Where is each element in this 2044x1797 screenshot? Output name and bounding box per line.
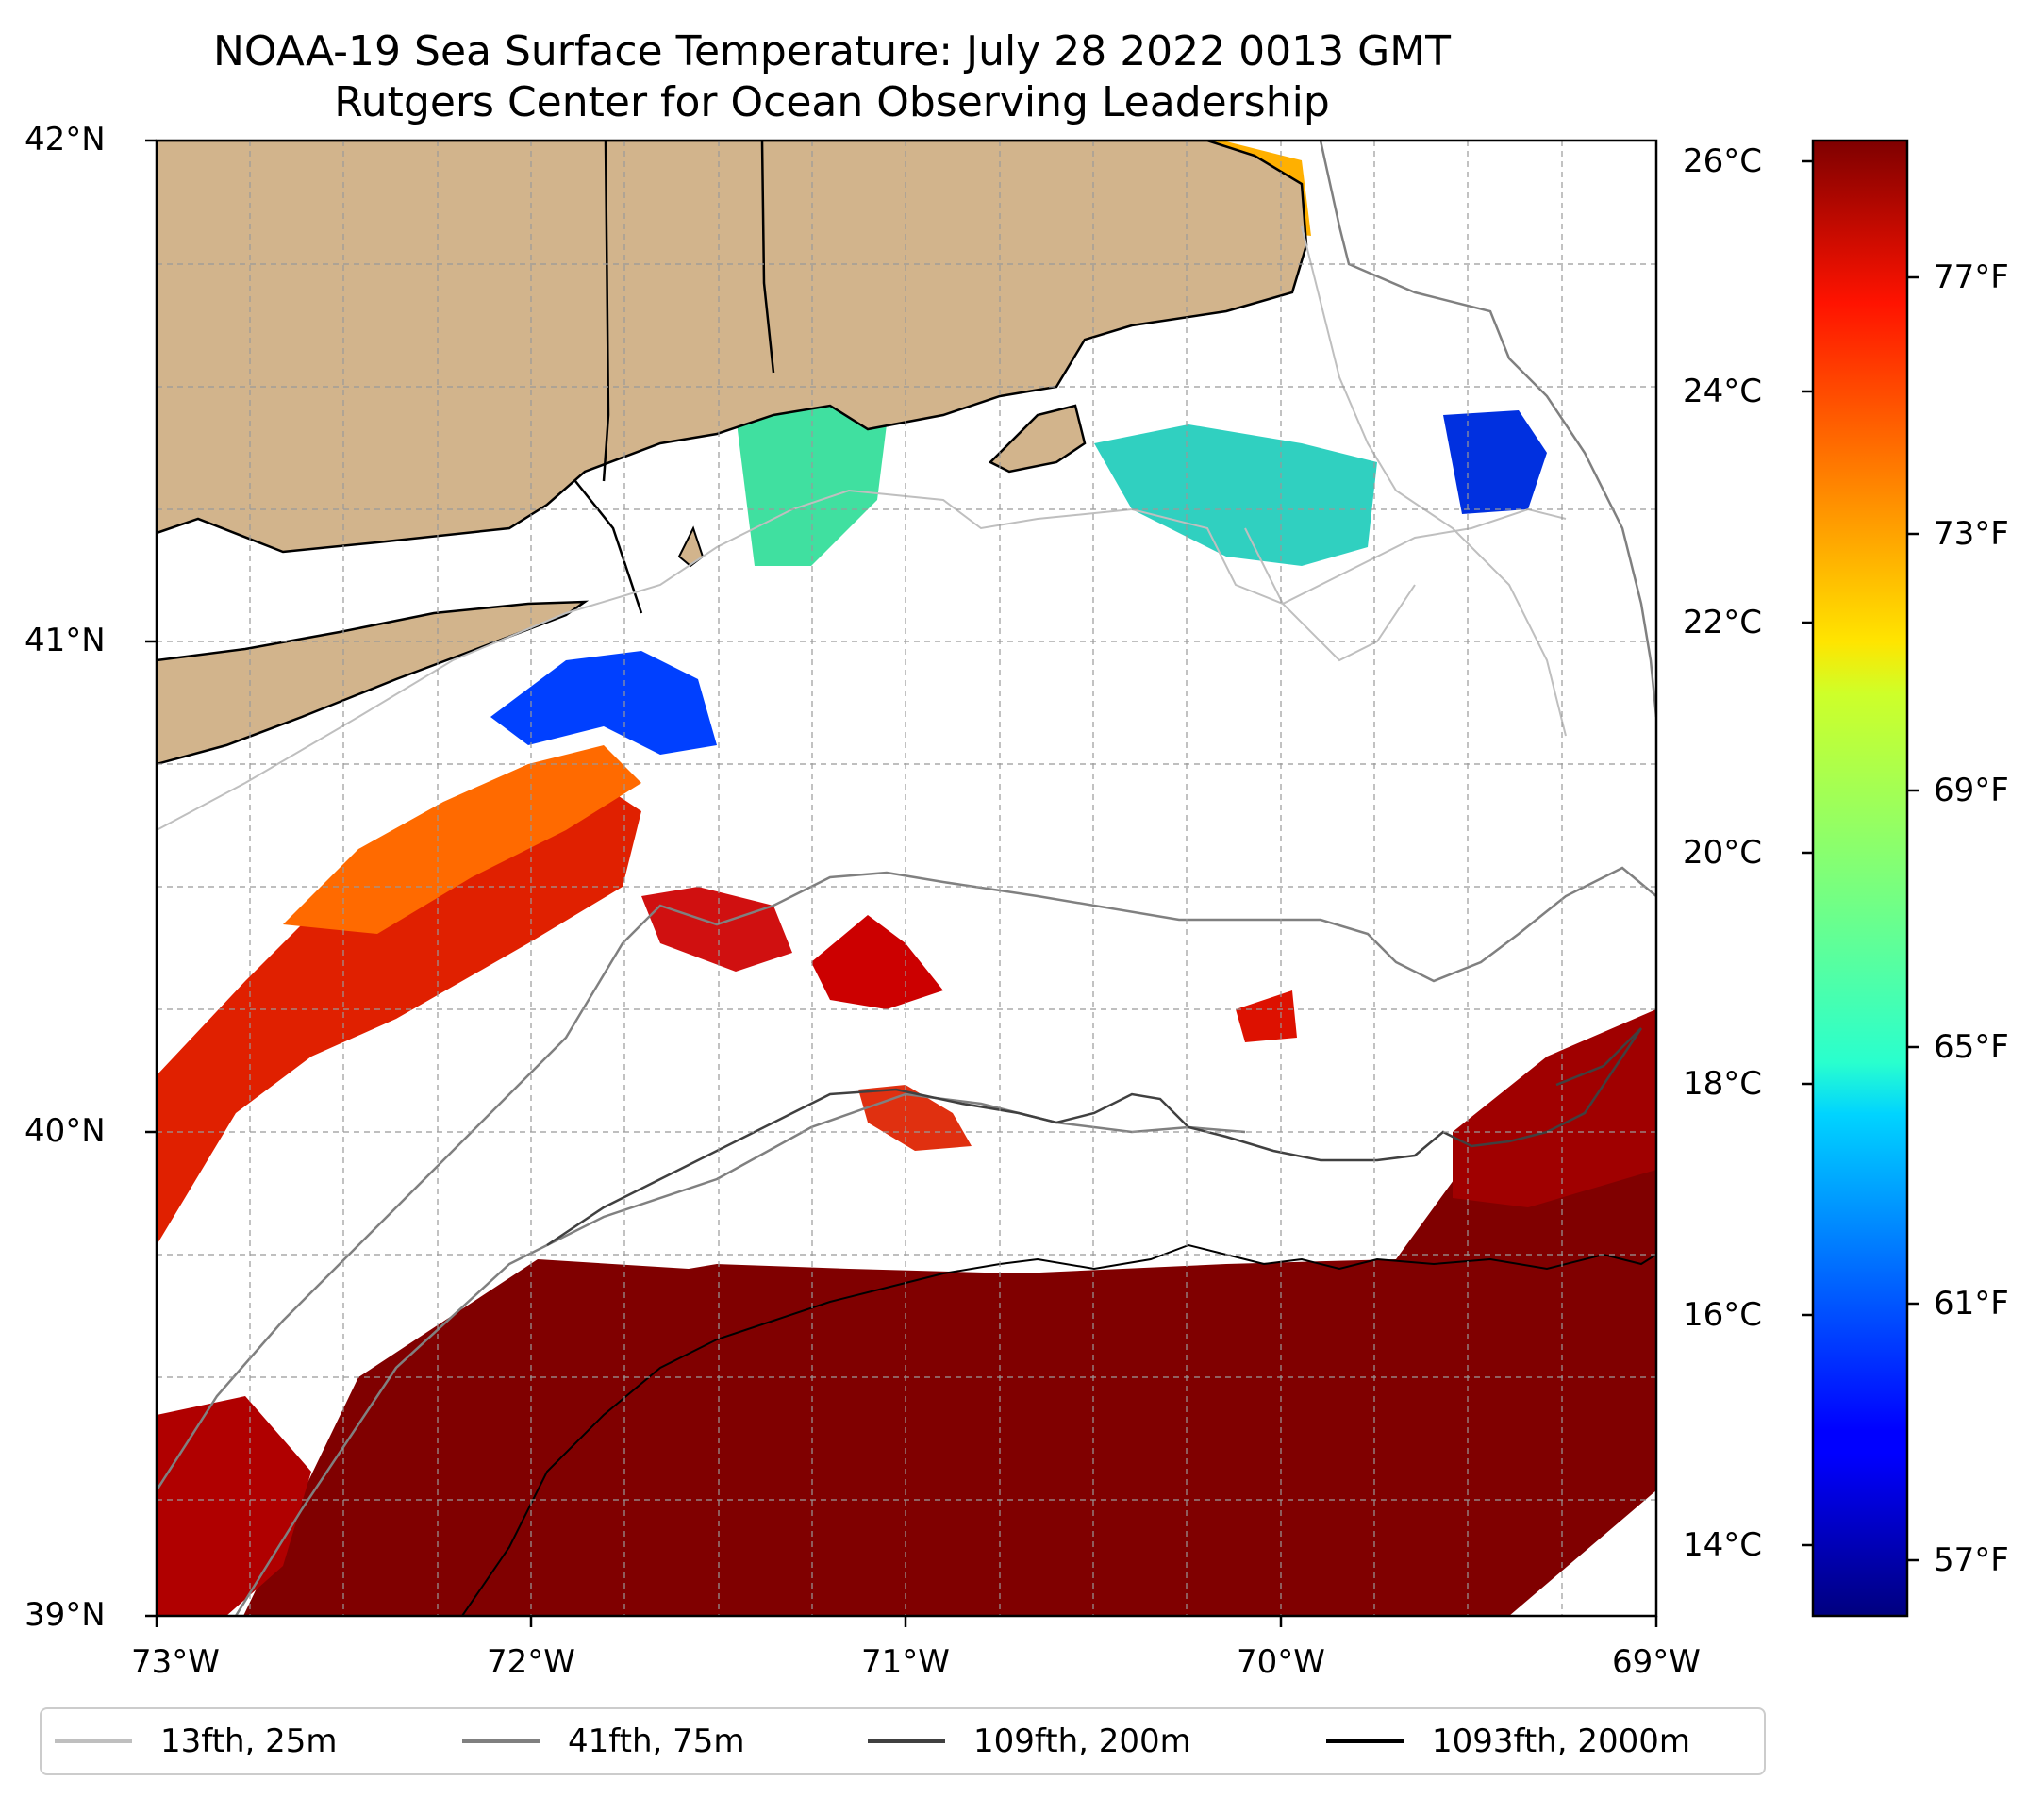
land-marthas-vineyard <box>988 404 1087 474</box>
map-gridlines <box>157 141 1656 1616</box>
legend-swatch <box>462 1739 540 1743</box>
colorbar-celsius-label: 24°C <box>1683 373 1763 410</box>
bathymetry-contours <box>157 141 1656 1616</box>
lat-tick-label: 40°N <box>25 1112 106 1150</box>
sst-warm-southeast <box>1453 1009 1656 1207</box>
sst-green-patch-nantucket <box>1094 424 1377 566</box>
legend-item-2000m: 1093fth, 2000m <box>1326 1709 1690 1773</box>
lon-tick-label: 71°W <box>861 1643 950 1681</box>
lon-tick-label: 69°W <box>1612 1643 1701 1681</box>
lon-tick-label: 70°W <box>1237 1643 1325 1681</box>
colorbar-celsius-label: 18°C <box>1683 1065 1763 1103</box>
lon-tick-label: 72°W <box>487 1643 575 1681</box>
contour-25m <box>157 225 1567 831</box>
colorbar-ticks <box>1802 159 1919 1562</box>
land-long-island <box>157 600 590 766</box>
legend-label: 41fth, 75m <box>568 1722 745 1760</box>
legend-swatch <box>868 1739 945 1743</box>
colorbar <box>1811 139 1909 1618</box>
sst-green-patch-ri <box>736 396 887 566</box>
colorbar-fahrenheit-label: 73°F <box>1934 515 2009 553</box>
lat-tick-label: 39°N <box>25 1596 106 1634</box>
sst-red-patch-mid <box>641 887 792 972</box>
colorbar-fahrenheit-label: 77°F <box>1934 258 2009 296</box>
legend-swatch <box>55 1739 132 1743</box>
contour-legend: 13fth, 25m 41fth, 75m 109fth, 200m 1093f… <box>40 1707 1766 1775</box>
colorbar-celsius-label: 20°C <box>1683 834 1763 872</box>
sst-cool-blue-patch <box>490 651 717 755</box>
legend-item-200m: 109fth, 200m <box>868 1709 1191 1773</box>
legend-label: 1093fth, 2000m <box>1432 1722 1691 1760</box>
chart-subtitle: Rutgers Center for Ocean Observing Leade… <box>334 78 1330 126</box>
legend-label: 13fth, 25m <box>160 1722 338 1760</box>
sst-orange-band <box>283 745 641 934</box>
contour-2000m <box>461 1243 1656 1616</box>
legend-swatch <box>1326 1739 1404 1743</box>
legend-item-25m: 13fth, 25m <box>55 1709 338 1773</box>
colorbar-celsius-label: 14°C <box>1683 1526 1763 1564</box>
sst-blue-patch-east <box>1443 410 1547 514</box>
map-area <box>157 141 1656 1616</box>
colorbar-celsius-label: 26°C <box>1683 142 1763 180</box>
lat-tick-label: 41°N <box>25 622 106 659</box>
sst-red-patch-east <box>1236 990 1297 1042</box>
lon-tick-label: 73°W <box>131 1643 220 1681</box>
colorbar-celsius-label: 22°C <box>1683 604 1763 641</box>
chart-title: NOAA-19 Sea Surface Temperature: July 28… <box>212 27 1452 75</box>
sst-warm-southwest <box>157 1396 311 1616</box>
colorbar-fahrenheit-label: 65°F <box>1934 1028 2009 1066</box>
land-layer <box>157 141 1308 766</box>
colorbar-fahrenheit-label: 57°F <box>1934 1541 2009 1579</box>
contour-200m <box>546 1027 1643 1247</box>
lat-tick-label: 42°N <box>25 121 106 158</box>
colorbar-celsius-label: 16°C <box>1683 1296 1763 1334</box>
legend-label: 109fth, 200m <box>973 1722 1191 1760</box>
map-ticks <box>145 139 1658 1627</box>
state-borders <box>574 141 775 614</box>
colorbar-fahrenheit-label: 69°F <box>1934 772 2009 809</box>
colorbar-fahrenheit-label: 61°F <box>1934 1285 2009 1323</box>
legend-item-75m: 41fth, 75m <box>462 1709 745 1773</box>
sst-red-patch-center <box>811 915 943 1009</box>
